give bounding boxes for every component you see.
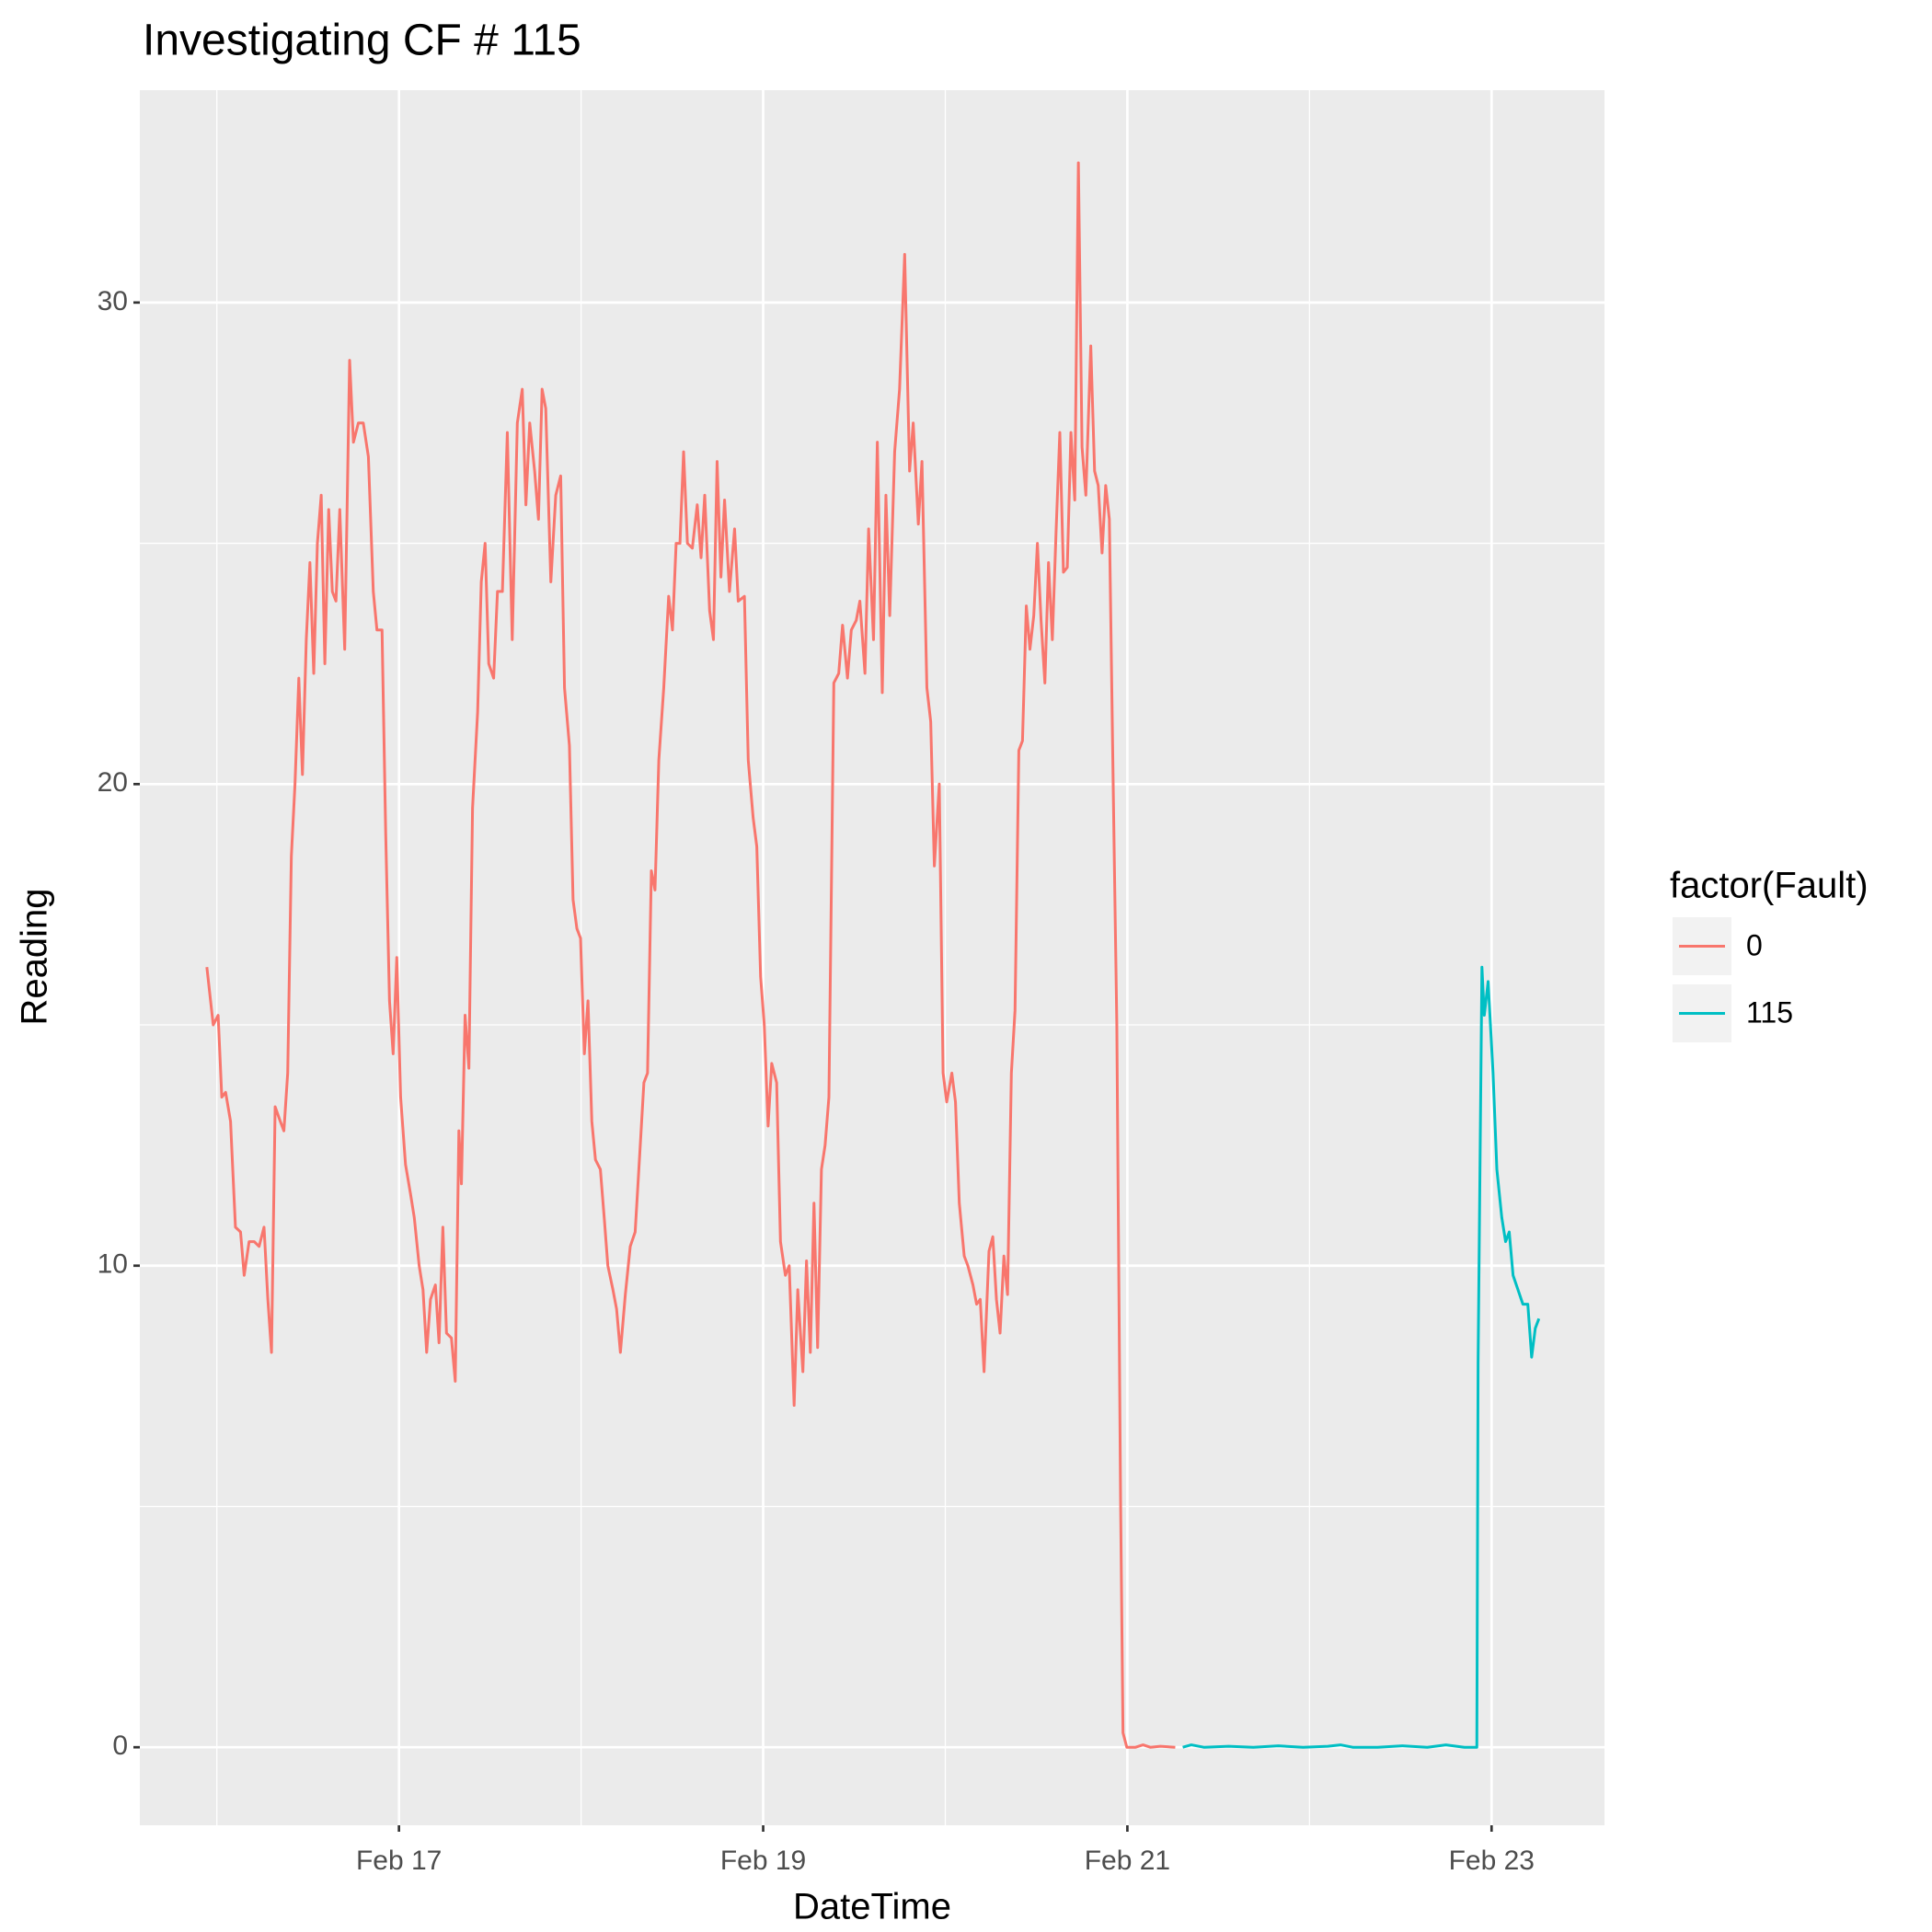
x-tick-label: Feb 21 [1085,1846,1170,1876]
chart-title: Investigating CF # 115 [143,17,581,65]
legend-label: 115 [1746,995,1793,1029]
x-axis-title: DateTime [793,1887,951,1927]
x-tick-label: Feb 17 [356,1846,442,1876]
y-tick-label: 30 [98,286,128,316]
series-line [205,161,1176,1749]
panel [140,90,1604,1825]
x-tick-label: Feb 19 [720,1846,806,1876]
legend-title: factor(Fault) [1670,866,1869,906]
y-tick-label: 0 [112,1731,128,1761]
y-tick-label: 20 [98,767,128,798]
y-axis-title: Reading [15,888,55,1025]
legend-label: 0 [1746,928,1763,961]
y-tick-label: 10 [98,1249,128,1280]
series-line [1182,965,1541,1749]
x-tick-label: Feb 23 [1449,1846,1535,1876]
